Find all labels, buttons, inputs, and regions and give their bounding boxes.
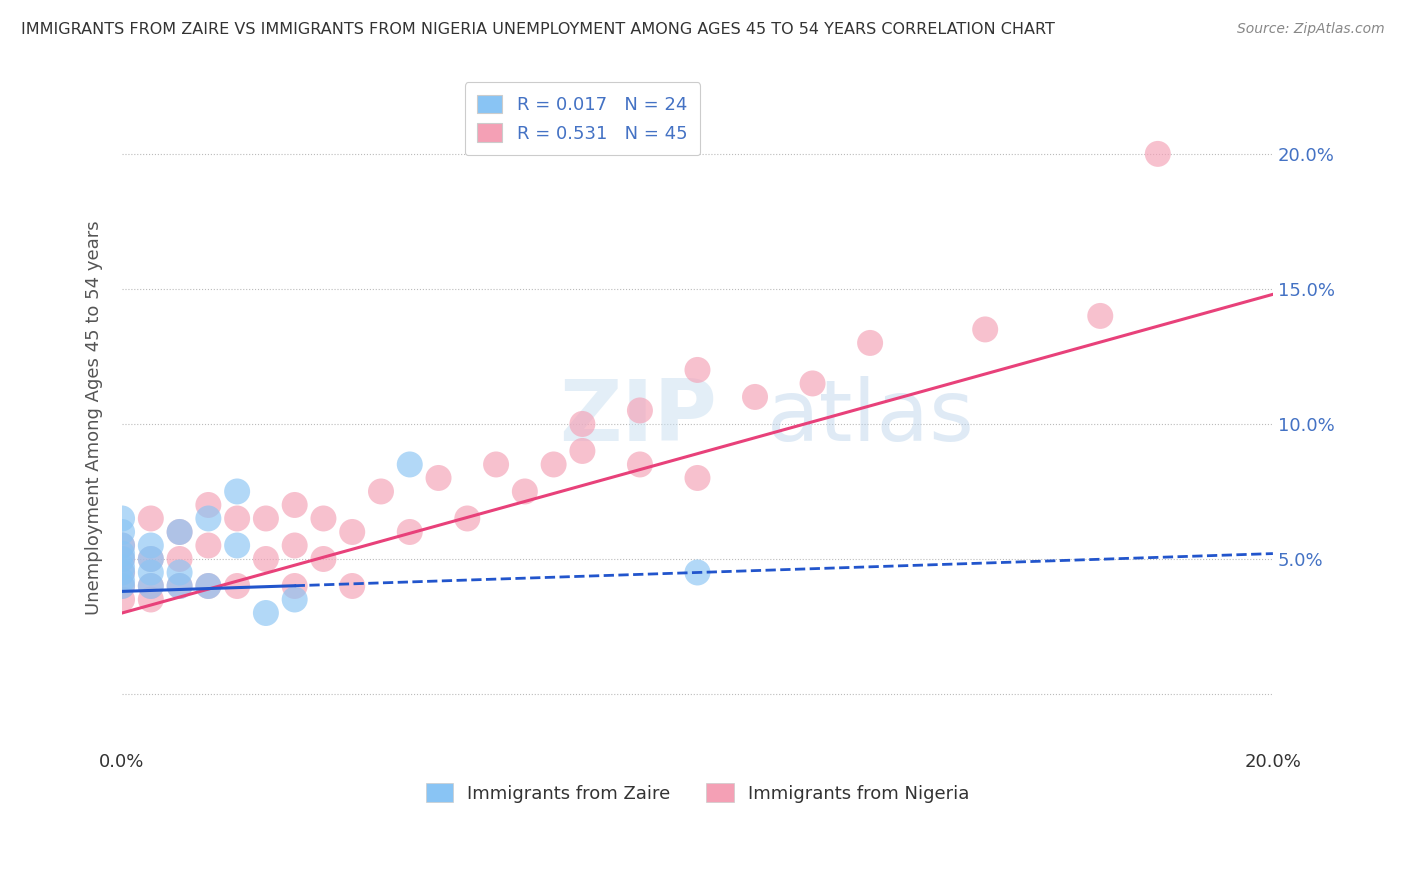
- Point: [139, 579, 162, 593]
- Point: [197, 539, 219, 553]
- Point: [169, 552, 191, 566]
- Point: [686, 363, 709, 377]
- Point: [111, 579, 134, 593]
- Point: [974, 322, 997, 336]
- Point: [197, 511, 219, 525]
- Point: [312, 511, 335, 525]
- Point: [197, 579, 219, 593]
- Point: [111, 552, 134, 566]
- Point: [226, 511, 249, 525]
- Point: [139, 592, 162, 607]
- Point: [342, 524, 364, 539]
- Point: [1090, 309, 1112, 323]
- Point: [1146, 147, 1168, 161]
- Point: [169, 524, 191, 539]
- Point: [744, 390, 766, 404]
- Point: [111, 560, 134, 574]
- Point: [169, 579, 191, 593]
- Point: [111, 566, 134, 580]
- Point: [513, 484, 536, 499]
- Point: [226, 484, 249, 499]
- Point: [801, 376, 824, 391]
- Point: [628, 403, 651, 417]
- Point: [370, 484, 392, 499]
- Point: [427, 471, 450, 485]
- Point: [312, 552, 335, 566]
- Point: [284, 539, 307, 553]
- Point: [456, 511, 478, 525]
- Point: [139, 566, 162, 580]
- Point: [139, 579, 162, 593]
- Point: [139, 539, 162, 553]
- Point: [342, 579, 364, 593]
- Point: [111, 579, 134, 593]
- Point: [226, 539, 249, 553]
- Point: [111, 524, 134, 539]
- Point: [111, 574, 134, 588]
- Point: [197, 498, 219, 512]
- Point: [197, 579, 219, 593]
- Point: [111, 539, 134, 553]
- Point: [543, 458, 565, 472]
- Point: [628, 458, 651, 472]
- Point: [254, 552, 277, 566]
- Point: [139, 552, 162, 566]
- Point: [169, 579, 191, 593]
- Point: [169, 524, 191, 539]
- Text: IMMIGRANTS FROM ZAIRE VS IMMIGRANTS FROM NIGERIA UNEMPLOYMENT AMONG AGES 45 TO 5: IMMIGRANTS FROM ZAIRE VS IMMIGRANTS FROM…: [21, 22, 1054, 37]
- Point: [111, 547, 134, 561]
- Point: [485, 458, 508, 472]
- Point: [111, 511, 134, 525]
- Point: [398, 458, 420, 472]
- Point: [111, 552, 134, 566]
- Point: [254, 511, 277, 525]
- Point: [139, 552, 162, 566]
- Point: [284, 592, 307, 607]
- Point: [111, 539, 134, 553]
- Point: [226, 579, 249, 593]
- Point: [111, 566, 134, 580]
- Text: ZIP: ZIP: [560, 376, 717, 458]
- Y-axis label: Unemployment Among Ages 45 to 54 years: Unemployment Among Ages 45 to 54 years: [86, 220, 103, 615]
- Point: [571, 417, 593, 431]
- Text: Source: ZipAtlas.com: Source: ZipAtlas.com: [1237, 22, 1385, 37]
- Point: [169, 566, 191, 580]
- Point: [398, 524, 420, 539]
- Point: [571, 444, 593, 458]
- Legend: Immigrants from Zaire, Immigrants from Nigeria: Immigrants from Zaire, Immigrants from N…: [416, 774, 979, 812]
- Point: [686, 471, 709, 485]
- Point: [686, 566, 709, 580]
- Point: [139, 511, 162, 525]
- Point: [859, 335, 882, 350]
- Point: [111, 592, 134, 607]
- Point: [284, 579, 307, 593]
- Point: [254, 606, 277, 620]
- Text: atlas: atlas: [766, 376, 974, 458]
- Point: [284, 498, 307, 512]
